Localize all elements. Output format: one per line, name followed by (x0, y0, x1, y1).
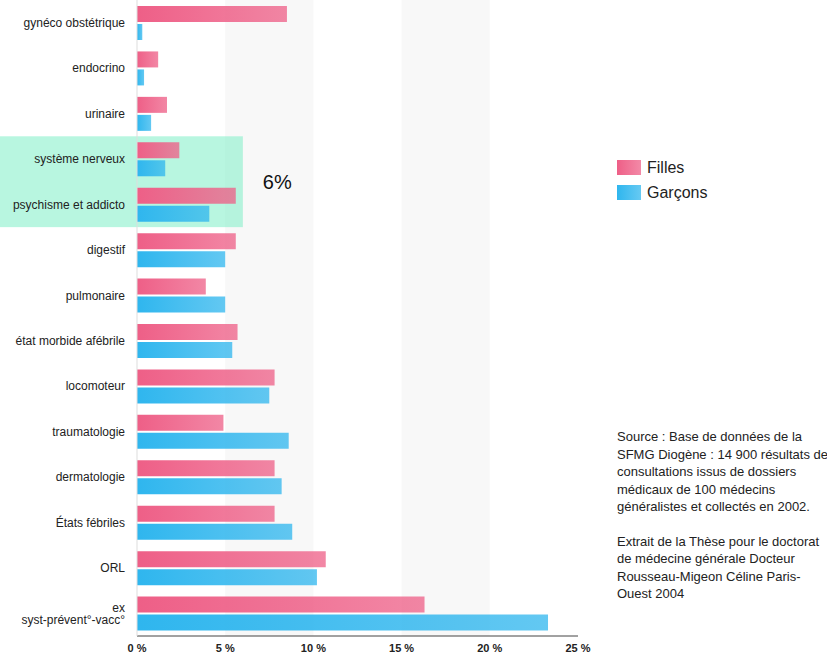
svg-text:traumatologie: traumatologie (52, 425, 125, 439)
html-text:Extrait de la Thèse pour le do: Extrait de la Thèse pour le doctorat de … (617, 533, 820, 601)
svg-text:0 %: 0 % (128, 642, 147, 652)
svg-text:15 %: 15 % (389, 642, 414, 652)
svg-text:état morbide afébrile: état morbide afébrile (16, 334, 126, 348)
svg-text:6%: 6% (263, 171, 292, 193)
svg-text:10 %: 10 % (301, 642, 326, 652)
svg-text:ORL: ORL (100, 561, 125, 575)
svg-text:psychisme et addicto: psychisme et addicto (13, 198, 125, 212)
svg-text:urinaire: urinaire (85, 107, 125, 121)
html-text:Filles: Filles (647, 158, 685, 176)
svg-text:endocrino: endocrino (72, 61, 125, 75)
html-text:Garçons: Garçons (647, 183, 708, 201)
svg-text:dermatologie: dermatologie (56, 470, 126, 484)
svg-text:digestif: digestif (87, 243, 126, 257)
svg-text:5 %: 5 % (216, 642, 235, 652)
svg-text:locomoteur: locomoteur (66, 379, 125, 393)
svg-text:pulmonaire: pulmonaire (66, 289, 126, 303)
html-text:Source : Base de données de la: Source : Base de données de la SFMG Diog… (617, 429, 827, 514)
svg-text:système nerveux: système nerveux (34, 152, 125, 166)
svg-text:25 %: 25 % (565, 642, 590, 652)
svg-text:États fébriles: États fébriles (56, 515, 125, 530)
svg-text:20 %: 20 % (477, 642, 502, 652)
svg-text:gynéco obstétrique: gynéco obstétrique (24, 16, 126, 30)
svg-text:exsyst-prévent°-vacc°: exsyst-prévent°-vacc° (21, 601, 125, 627)
